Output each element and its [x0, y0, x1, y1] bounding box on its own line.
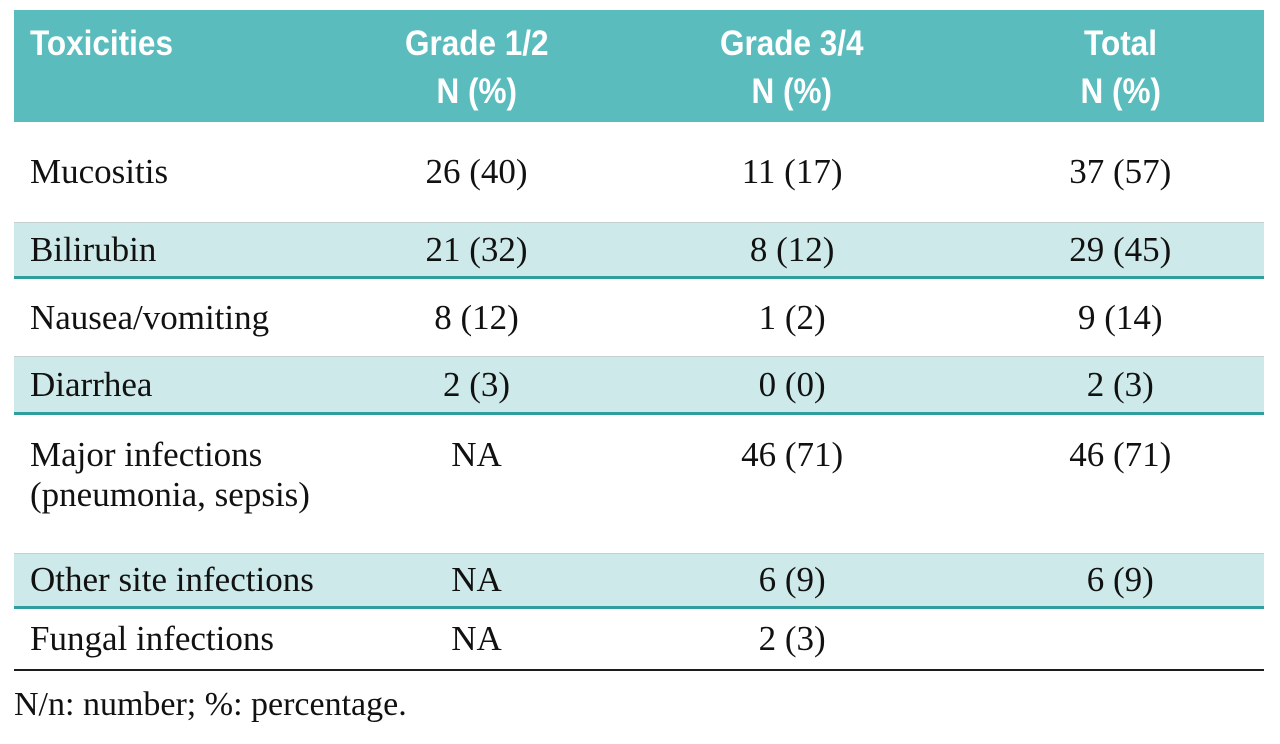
- grade12-value-cell: 2 (3): [442, 364, 511, 404]
- grade34-value-cell: 6 (9): [758, 560, 826, 599]
- toxicity-name-cell: Fungal infections: [30, 619, 274, 658]
- column-header-sublabel: N (%): [1080, 72, 1161, 111]
- grade12-value-cell: NA: [451, 560, 502, 599]
- column-header-sublabel: N (%): [751, 72, 833, 111]
- total-value-cell: 6 (9): [1086, 560, 1154, 599]
- column-header-grade12: Grade 1/2 N (%): [345, 20, 608, 122]
- table-row-diarrhea: Diarrhea 2 (3) 0 (0) 2 (3): [14, 356, 1264, 415]
- grade34-value-cell: 2 (3): [758, 619, 826, 658]
- column-header-total: Total N (%): [977, 20, 1265, 122]
- total-value-cell: 37 (57): [1069, 152, 1172, 191]
- grade34-value-cell: 8 (12): [749, 229, 835, 269]
- grade12-value-cell: 8 (12): [434, 297, 519, 337]
- column-header-toxicities: Toxicities: [14, 20, 345, 122]
- toxicity-name-cell: Mucositis: [30, 152, 169, 191]
- grade12-value-cell: 26 (40): [425, 152, 528, 191]
- grade12-value-cell: 21 (32): [425, 229, 528, 269]
- toxicities-table: Toxicities Grade 1/2 N (%) Grade 3/4 N (…: [14, 10, 1264, 725]
- column-header-label: Total: [1083, 24, 1157, 63]
- toxicity-name-cell: Nausea/vomiting: [30, 297, 270, 337]
- table-row-fungal-infections: Fungal infections NA 2 (3): [14, 609, 1264, 671]
- grade12-value-cell: NA: [451, 435, 502, 474]
- total-value-cell: 46 (71): [1069, 435, 1172, 474]
- total-value-cell: 9 (14): [1077, 297, 1163, 337]
- column-header-label: Toxicities: [30, 24, 173, 63]
- total-value-cell: 29 (45): [1069, 229, 1172, 269]
- column-header-grade34: Grade 3/4 N (%): [608, 20, 977, 122]
- grade34-value-cell: 46 (71): [741, 435, 844, 474]
- table-row-nausea-vomiting: Nausea/vomiting 8 (12) 1 (2) 9 (14): [14, 279, 1264, 356]
- table-row-other-site-infections: Other site infections NA 6 (9) 6 (9): [14, 553, 1264, 609]
- total-value-cell: 2 (3): [1086, 364, 1154, 404]
- grade12-value-cell: NA: [451, 619, 502, 658]
- column-header-sublabel: N (%): [436, 72, 517, 111]
- toxicity-name-cell: Bilirubin: [30, 229, 157, 269]
- grade34-value-cell: 11 (17): [741, 152, 843, 191]
- table-row-mucositis: Mucositis 26 (40) 11 (17) 37 (57): [14, 122, 1264, 222]
- table-row-major-infections: Major infections (pneumonia, sepsis) NA …: [14, 415, 1264, 553]
- table-footnote: N/n: number; %: percentage.: [14, 686, 407, 723]
- toxicity-name-cell: Major infections (pneumonia, sepsis): [30, 435, 310, 514]
- grade34-value-cell: 0 (0): [758, 364, 826, 404]
- table-row-bilirubin: Bilirubin 21 (32) 8 (12) 29 (45): [14, 222, 1264, 279]
- grade34-value-cell: 1 (2): [758, 297, 826, 337]
- column-header-label: Grade 1/2: [404, 24, 549, 63]
- toxicity-name-cell: Other site infections: [30, 560, 314, 599]
- column-header-label: Grade 3/4: [720, 24, 864, 63]
- toxicity-name-cell: Diarrhea: [30, 364, 153, 404]
- table-header-row: Toxicities Grade 1/2 N (%) Grade 3/4 N (…: [14, 10, 1264, 122]
